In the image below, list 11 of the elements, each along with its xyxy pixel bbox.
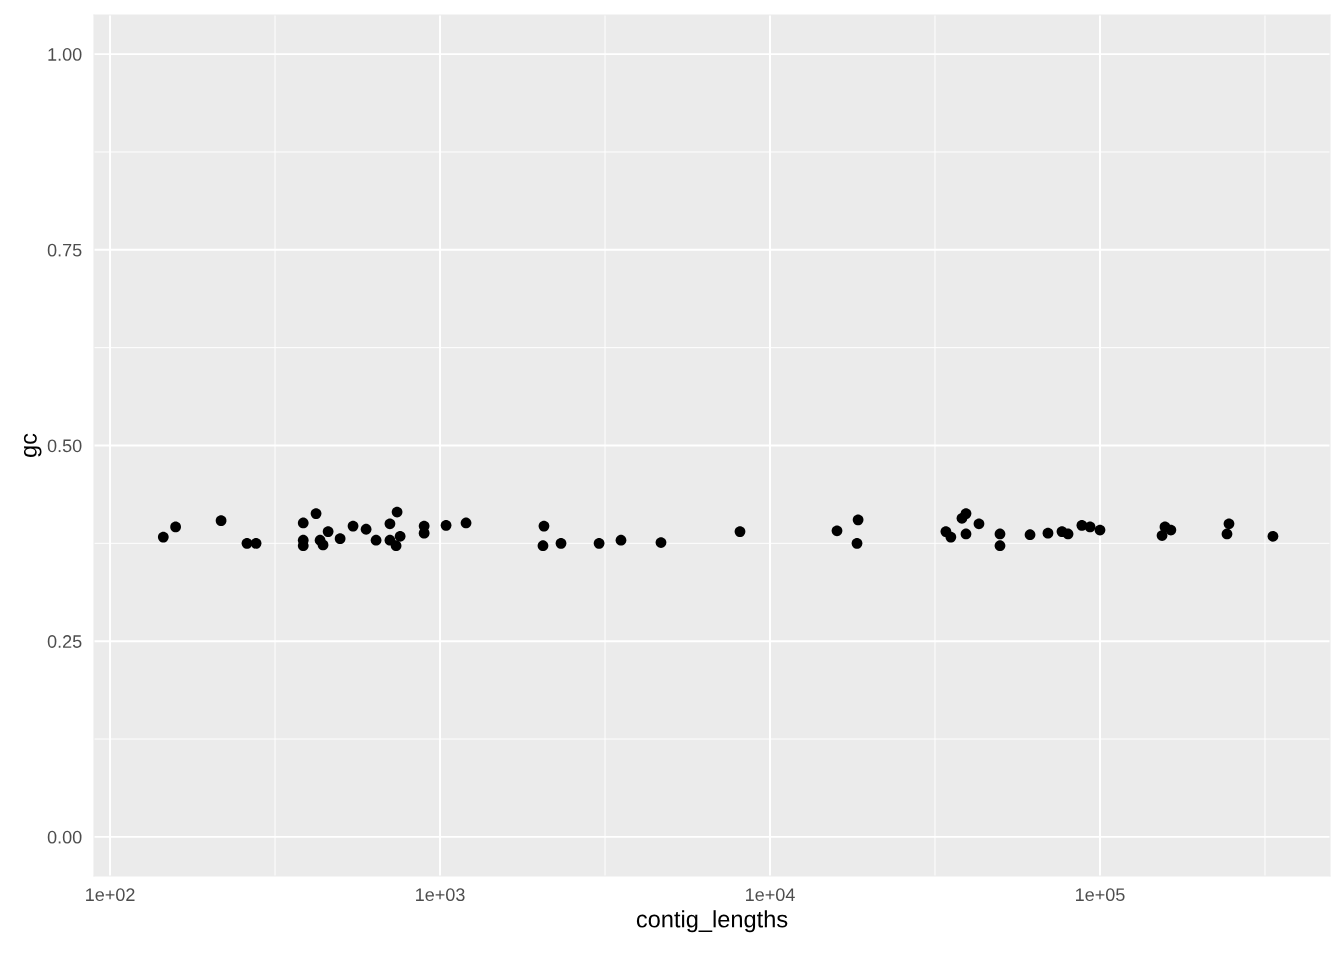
- x-tick-label: 1e+03: [416, 888, 465, 902]
- y-tick-label: 0.75: [47, 243, 82, 257]
- x-tick-label: 1e+05: [1076, 888, 1125, 902]
- y-tick-label: 0.50: [47, 439, 82, 453]
- y-tick-label: 0.00: [47, 830, 82, 844]
- y-tick-label: 0.25: [47, 635, 82, 648]
- x-tick-label: 1e+04: [746, 888, 795, 902]
- y-axis-title: gc: [23, 433, 42, 457]
- x-axis-title: contig_lengths: [636, 910, 788, 933]
- y-tick-label: 1.00: [48, 48, 82, 61]
- x-tick-label: 1e+02: [86, 888, 135, 902]
